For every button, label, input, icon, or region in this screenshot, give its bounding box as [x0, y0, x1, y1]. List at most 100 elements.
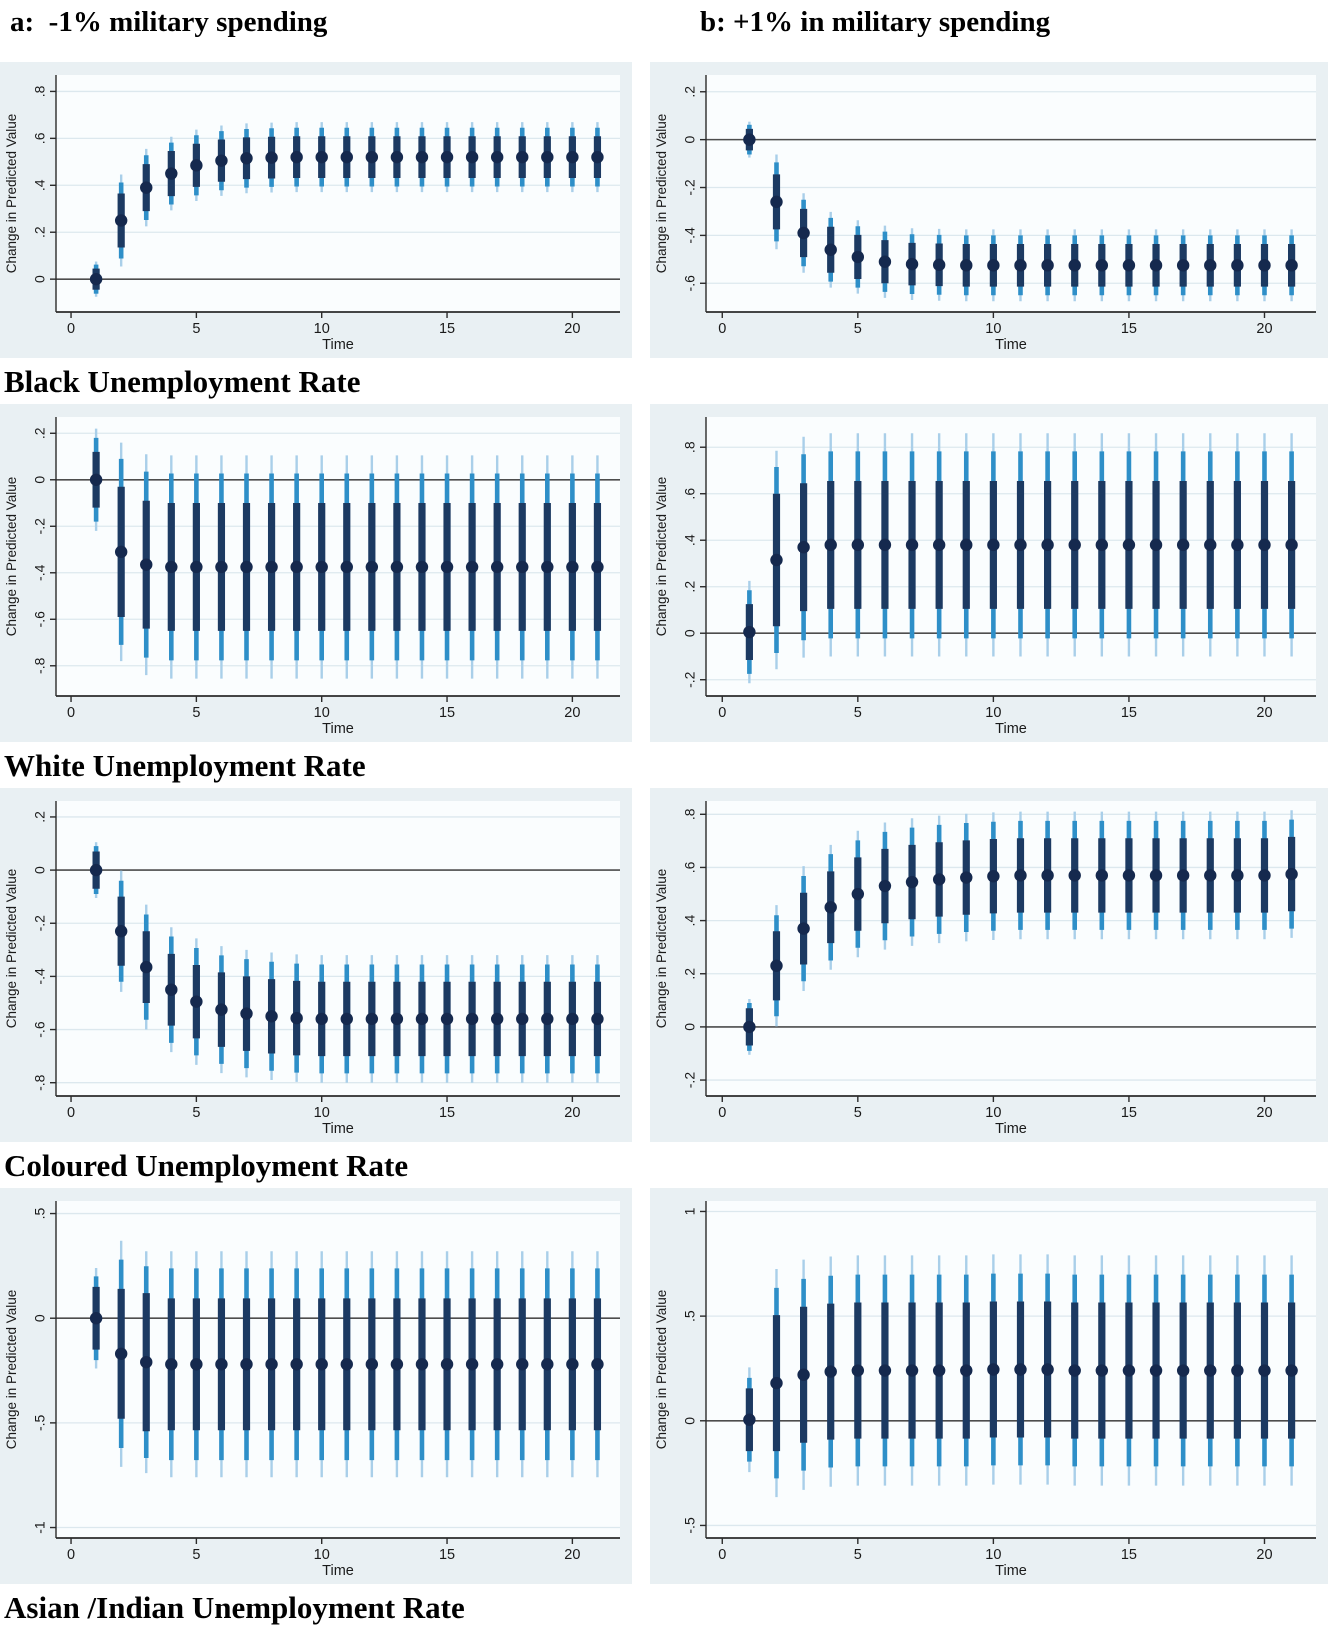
point-estimate [566, 560, 579, 574]
x-tick-label: 10 [314, 1105, 330, 1121]
y-tick-label: .4 [682, 534, 698, 546]
y-tick-label: -.6 [32, 1021, 48, 1038]
row-label-white: White Unemployment Rate [4, 748, 366, 783]
x-tick-label: 10 [985, 1105, 1001, 1121]
y-tick-label: .6 [32, 132, 48, 144]
point-estimate [905, 1364, 919, 1377]
point-estimate [490, 150, 504, 164]
point-estimate [440, 560, 454, 574]
point-estimate [541, 150, 554, 164]
y-tick-label: .2 [682, 968, 698, 980]
column-gap [632, 1188, 650, 1584]
point-estimate [415, 1358, 429, 1371]
column-gap [632, 788, 650, 1142]
point-estimate [851, 250, 865, 264]
point-estimate [1231, 259, 1244, 272]
point-estimate [1041, 869, 1054, 882]
y-tick-label: .8 [682, 808, 698, 820]
y-axis-title: Change in Predicted Value [654, 1290, 669, 1450]
y-tick-label: 0 [682, 136, 698, 144]
point-estimate [541, 1358, 554, 1371]
point-estimate [265, 1010, 278, 1023]
y-tick-label: 1 [682, 1207, 698, 1215]
point-estimate [591, 560, 604, 574]
point-estimate [440, 150, 454, 164]
point-estimate [1258, 1364, 1271, 1377]
x-tick-label: 20 [1256, 1547, 1272, 1563]
point-estimate [1285, 1364, 1298, 1377]
y-tick-label: -.2 [32, 915, 48, 932]
x-tick-label: 15 [439, 321, 455, 337]
plot-area [56, 75, 620, 312]
x-tick-label: 15 [1121, 321, 1137, 337]
point-estimate [240, 1358, 253, 1371]
point-estimate [190, 995, 203, 1008]
point-estimate [415, 150, 429, 164]
y-tick-label: .2 [32, 811, 48, 823]
point-estimate [851, 1364, 865, 1377]
point-estimate [851, 887, 865, 901]
x-tick-label: 10 [985, 321, 1001, 337]
point-estimate [465, 1012, 479, 1026]
point-estimate [960, 259, 973, 272]
point-estimate [89, 1312, 103, 1325]
panel-b-title: b: +1% in military spending [700, 6, 1051, 38]
point-estimate [390, 150, 404, 164]
point-estimate [932, 873, 946, 886]
point-estimate [1068, 259, 1081, 272]
point-estimate [1149, 259, 1163, 272]
point-estimate [824, 1365, 837, 1378]
chart-row-4: .5 0 -.5 -1 0 5 10 15 20 Time Change in Predicted … [0, 1188, 1328, 1584]
y-axis-title: Change in Predicted Value [4, 114, 19, 274]
point-estimate [265, 560, 278, 574]
point-estimate [89, 863, 103, 877]
point-estimate [1258, 538, 1271, 552]
x-axis-title: Time [322, 337, 354, 353]
point-estimate [114, 545, 128, 559]
x-tick-label: 0 [67, 321, 75, 337]
point-estimate [878, 1364, 892, 1377]
point-estimate [490, 1358, 504, 1371]
plot-area [56, 801, 620, 1096]
x-axis-title: Time [995, 721, 1027, 737]
point-estimate [566, 1358, 579, 1371]
point-estimate [770, 195, 783, 209]
point-estimate [1231, 869, 1244, 882]
y-tick-label: -.2 [682, 1072, 698, 1089]
y-tick-label: .6 [682, 488, 698, 500]
point-estimate [165, 560, 178, 574]
point-estimate [1068, 869, 1081, 882]
point-estimate [114, 1347, 128, 1361]
errorbar-chart-svg: 0 .2 .4 .6 .8 0 5 10 15 20 Time Change in Predicted… [4, 75, 620, 353]
y-tick-label: 0 [682, 1023, 698, 1031]
x-tick-label: 10 [985, 1547, 1001, 1563]
x-tick-label: 0 [718, 321, 726, 337]
point-estimate [365, 560, 379, 574]
point-estimate [878, 879, 892, 893]
plot-area [706, 1201, 1316, 1538]
y-tick-label: -.6 [682, 275, 698, 292]
point-estimate [89, 272, 103, 286]
x-tick-label: 15 [439, 1547, 455, 1563]
point-estimate [987, 259, 1000, 272]
point-estimate [215, 1358, 228, 1371]
y-tick-label: .2 [32, 427, 48, 439]
point-estimate [490, 560, 504, 574]
point-estimate [290, 1011, 303, 1025]
point-estimate [1068, 1364, 1081, 1377]
point-estimate [190, 1358, 203, 1371]
point-estimate [797, 922, 810, 935]
panel-a-title: a: -1% military spending [10, 6, 328, 38]
point-estimate [932, 258, 946, 272]
y-tick-label: -.5 [682, 1517, 698, 1534]
point-estimate [240, 1007, 253, 1020]
point-estimate [140, 558, 153, 571]
point-estimate [190, 560, 203, 574]
point-estimate [1231, 1364, 1244, 1377]
point-estimate [1041, 259, 1054, 272]
x-tick-label: 20 [564, 321, 580, 337]
point-estimate [987, 1363, 1000, 1376]
x-tick-label: 20 [564, 1547, 580, 1563]
point-estimate [89, 473, 103, 486]
